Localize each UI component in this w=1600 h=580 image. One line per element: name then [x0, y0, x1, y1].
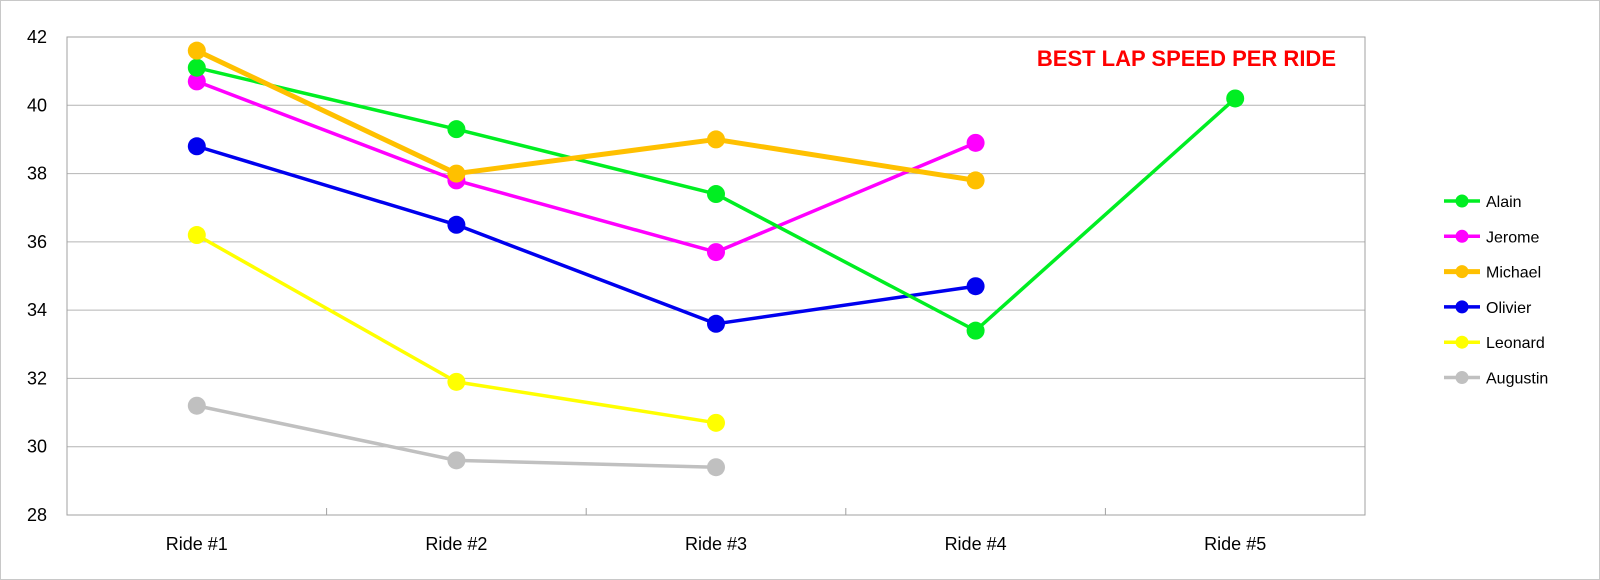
- y-tick-label: 32: [27, 368, 47, 388]
- legend-item-jerome: Jerome: [1444, 229, 1539, 246]
- series-alain: [187, 58, 1245, 340]
- legend-item-olivier: Olivier: [1444, 300, 1532, 317]
- data-point: [966, 321, 985, 340]
- series-line: [196, 79, 977, 254]
- x-tick-label: Ride #4: [945, 534, 1007, 554]
- legend-marker: [1455, 335, 1469, 349]
- data-point: [966, 171, 985, 190]
- legend-label: Olivier: [1486, 300, 1532, 317]
- data-point: [447, 372, 466, 391]
- y-tick-label: 34: [27, 300, 47, 320]
- x-tick-label: Ride #3: [685, 534, 747, 554]
- data-point: [187, 226, 206, 245]
- series-leonard: [187, 226, 725, 432]
- data-point: [447, 215, 466, 234]
- legend-marker: [1455, 229, 1469, 243]
- data-point: [187, 396, 206, 415]
- data-point: [707, 314, 725, 333]
- data-point: [707, 243, 725, 262]
- y-tick-label: 38: [27, 164, 47, 184]
- x-tick-label: Ride #1: [166, 534, 228, 554]
- data-point: [966, 133, 985, 152]
- legend-label: Michael: [1486, 265, 1541, 282]
- legend-label: Augustin: [1486, 371, 1548, 388]
- data-point: [447, 451, 466, 470]
- legend-label: Leonard: [1486, 335, 1545, 352]
- y-tick-label: 36: [27, 232, 47, 252]
- legend-label: Alain: [1486, 194, 1522, 211]
- y-tick-label: 40: [27, 95, 47, 115]
- x-tick-label: Ride #5: [1204, 534, 1266, 554]
- chart-title: BEST LAP SPEED PER RIDE: [1037, 46, 1336, 71]
- y-tick-label: 30: [27, 437, 47, 457]
- legend-label: Jerome: [1486, 229, 1539, 246]
- series-layer: [187, 41, 1245, 477]
- legend-marker: [1455, 300, 1469, 314]
- data-point: [447, 164, 466, 183]
- plot-area-border: [66, 36, 1366, 516]
- legend-item-augustin: Augustin: [1444, 371, 1548, 388]
- series-michael: [187, 41, 985, 190]
- series-olivier: [187, 137, 985, 333]
- data-point: [707, 185, 725, 204]
- legend-marker: [1455, 265, 1469, 279]
- legend-item-michael: Michael: [1444, 265, 1541, 282]
- data-point: [707, 130, 725, 149]
- legend-marker: [1455, 194, 1469, 208]
- data-point: [187, 41, 206, 60]
- series-line: [196, 144, 976, 326]
- data-point: [966, 277, 985, 296]
- y-tick-label: 42: [27, 27, 47, 47]
- y-axis-tick-labels: 28 30 32 34 36 38 40 42: [27, 27, 47, 525]
- data-point: [187, 58, 206, 77]
- data-point: [707, 458, 725, 477]
- series-line: [195, 48, 976, 183]
- data-point: [187, 137, 206, 156]
- x-axis-tick-labels: Ride #1 Ride #2 Ride #3 Ride #4 Ride #5: [166, 534, 1266, 554]
- legend-item-alain: Alain: [1444, 194, 1522, 211]
- legend: Alain Jerome Michael Olivier Leonard Augustin: [1444, 194, 1548, 388]
- legend-item-leonard: Leonard: [1444, 335, 1545, 352]
- legend-marker: [1455, 371, 1469, 384]
- data-point: [707, 413, 725, 432]
- data-point: [1226, 89, 1245, 108]
- series-line: [195, 233, 717, 425]
- x-tick-label: Ride #2: [425, 534, 487, 554]
- series-augustin: [187, 396, 725, 477]
- data-point: [187, 72, 206, 91]
- y-tick-label: 28: [27, 505, 47, 525]
- data-point: [447, 120, 466, 139]
